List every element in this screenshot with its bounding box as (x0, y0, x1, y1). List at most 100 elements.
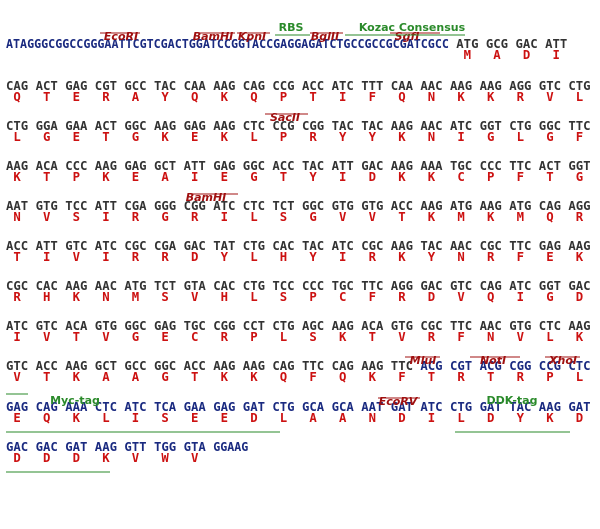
amino-acid: I (221, 210, 228, 224)
codon: GAG (213, 400, 235, 414)
amino-acid: R (191, 210, 199, 224)
amino-acid: G (546, 290, 553, 304)
amino-acid: L (250, 210, 257, 224)
amino-acid: I (43, 250, 50, 264)
amino-acid: T (43, 370, 50, 384)
codon: TAC (420, 239, 442, 253)
codon: TCC (65, 199, 87, 213)
annotation-label: EcoRI (104, 30, 138, 43)
amino-acid: I (191, 170, 198, 184)
amino-acid: G (576, 170, 583, 184)
codon: GTC (36, 319, 58, 333)
amino-acid: H (221, 290, 228, 304)
amino-acid: K (487, 90, 495, 104)
codon: GCA (302, 400, 325, 414)
amino-acid: G (250, 170, 257, 184)
amino-acid: T (369, 330, 376, 344)
annotation-label: XhoI (548, 354, 577, 367)
amino-acid: F (576, 130, 583, 144)
amino-acid: T (43, 170, 50, 184)
codon: CGG (213, 319, 235, 333)
amino-acid: L (250, 130, 257, 144)
codon: GAT (391, 400, 413, 414)
codon: ACA (65, 319, 88, 333)
codon: CTG (568, 79, 590, 93)
codon: TCT (272, 199, 294, 213)
codon: ATC (6, 319, 28, 333)
codon: GAG (154, 319, 176, 333)
codon: GAC (36, 440, 58, 454)
codon: TGC (184, 319, 206, 333)
amino-acid: I (339, 250, 346, 264)
codon: ATG (509, 199, 531, 213)
amino-acid: R (457, 370, 465, 384)
amino-acid: P (250, 330, 257, 344)
amino-acid: R (132, 250, 140, 264)
codon: CAG (480, 279, 502, 293)
codon: TGC (450, 159, 472, 173)
amino-acid: E (546, 250, 553, 264)
amino-acid: F (517, 250, 524, 264)
amino-acid: K (221, 90, 229, 104)
amino-acid: A (132, 370, 140, 384)
amino-acid: R (398, 290, 406, 304)
amino-acid: D (191, 250, 198, 264)
codon: TAC (302, 159, 324, 173)
amino-acid: R (161, 250, 169, 264)
amino-acid: R (309, 130, 317, 144)
codon: ACT (36, 79, 58, 93)
amino-acid: A (339, 411, 347, 425)
amino-acid: L (13, 130, 20, 144)
amino-acid: K (102, 451, 110, 465)
codon: ATC (420, 400, 442, 414)
codon: AAC (420, 119, 442, 133)
amino-acid: P (73, 170, 80, 184)
codon: GTG (361, 199, 383, 213)
codon: GTC (539, 79, 561, 93)
codon: AAG (213, 359, 235, 373)
amino-acid: V (102, 330, 110, 344)
codon: AGG (568, 199, 590, 213)
codon: GGAAG (213, 440, 248, 454)
codon: AAG (480, 199, 502, 213)
amino-acid: C (191, 330, 198, 344)
codon: TTC (361, 279, 383, 293)
codon: AAC (450, 239, 472, 253)
codon: GAG (65, 79, 87, 93)
amino-acid: R (576, 210, 584, 224)
amino-acid: P (309, 290, 316, 304)
amino-acid: Q (546, 210, 553, 224)
amino-acid: K (576, 250, 584, 264)
amino-acid: T (309, 90, 316, 104)
codon: TGG (154, 440, 176, 454)
amino-acid: K (398, 170, 406, 184)
codon: GAC (361, 159, 383, 173)
codon: AAG (65, 279, 87, 293)
amino-acid: P (280, 90, 287, 104)
amino-acid: K (250, 370, 258, 384)
codon: AAG (391, 239, 413, 253)
codon: CTC (243, 119, 265, 133)
amino-acid: C (457, 170, 464, 184)
codon: TTC (509, 239, 531, 253)
codon: CGG (509, 359, 531, 373)
amino-acid: F (517, 170, 524, 184)
codon: TTC (391, 359, 413, 373)
codon: ATT (332, 159, 354, 173)
amino-acid: E (221, 170, 228, 184)
amino-acid: F (398, 370, 405, 384)
codon: GAC (568, 279, 590, 293)
codon: CCG (272, 79, 294, 93)
amino-acid: A (132, 90, 140, 104)
amino-acid: E (132, 170, 139, 184)
codon: AAG (213, 119, 235, 133)
amino-acid: D (369, 170, 376, 184)
codon: CAG (243, 79, 265, 93)
codon: AAG (568, 319, 590, 333)
amino-acid: S (161, 290, 168, 304)
codon: GAC (515, 37, 537, 51)
codon: ATG (450, 199, 472, 213)
codon: AAG (539, 400, 561, 414)
amino-acid: N (487, 330, 494, 344)
amino-acid: D (428, 290, 435, 304)
